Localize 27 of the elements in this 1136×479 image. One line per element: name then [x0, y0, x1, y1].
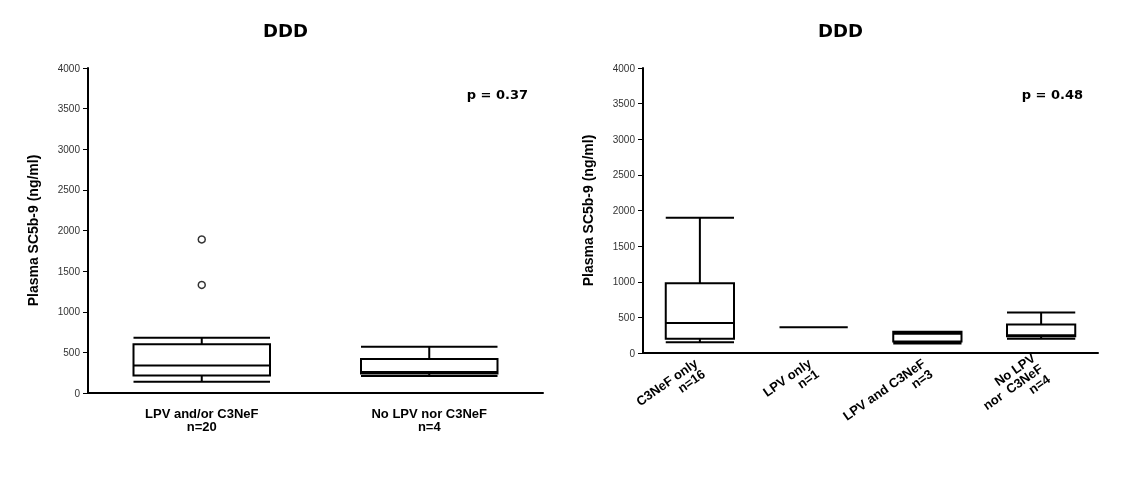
y-tick-label: 1000	[612, 276, 636, 288]
y-tick-label: 2500	[612, 169, 636, 181]
y-axis-title: Plasma SC5b-9 (ng/ml)	[25, 154, 41, 307]
x-tick-label: LPV only n=1	[760, 355, 822, 400]
chart-title: DDD	[263, 19, 308, 41]
annotation: p = 0.48	[1021, 87, 1083, 102]
annotation: p = 0.37	[466, 87, 528, 102]
y-tick-label: 2500	[57, 184, 81, 196]
y-tick-label: 4000	[57, 62, 81, 74]
y-tick-label: 500	[618, 311, 636, 323]
y-tick-label: 1500	[612, 240, 636, 252]
x-tick-label: No LPV nor C3NeF n=4	[371, 406, 488, 434]
y-tick-label: 2000	[612, 205, 636, 216]
y-tick-label: 3000	[57, 143, 81, 155]
y-tick-label: 3500	[57, 103, 81, 115]
y-tick-label: 1500	[57, 265, 81, 277]
y-tick-label: 3500	[612, 98, 636, 110]
y-axis-title: Plasma SC5b-9 (ng/ml)	[580, 134, 596, 287]
y-tick-label: 0	[629, 347, 636, 359]
x-tick-label: LPV and/or C3NeF n=20	[145, 406, 259, 434]
y-tick-label: 0	[74, 387, 81, 399]
y-tick-label: 2000	[57, 225, 81, 236]
y-tick-label: 1000	[57, 306, 81, 318]
y-tick-label: 3000	[612, 133, 636, 145]
y-tick-label: 4000	[612, 62, 636, 74]
y-tick-label: 500	[63, 346, 81, 358]
chart-title: DDD	[818, 19, 863, 41]
